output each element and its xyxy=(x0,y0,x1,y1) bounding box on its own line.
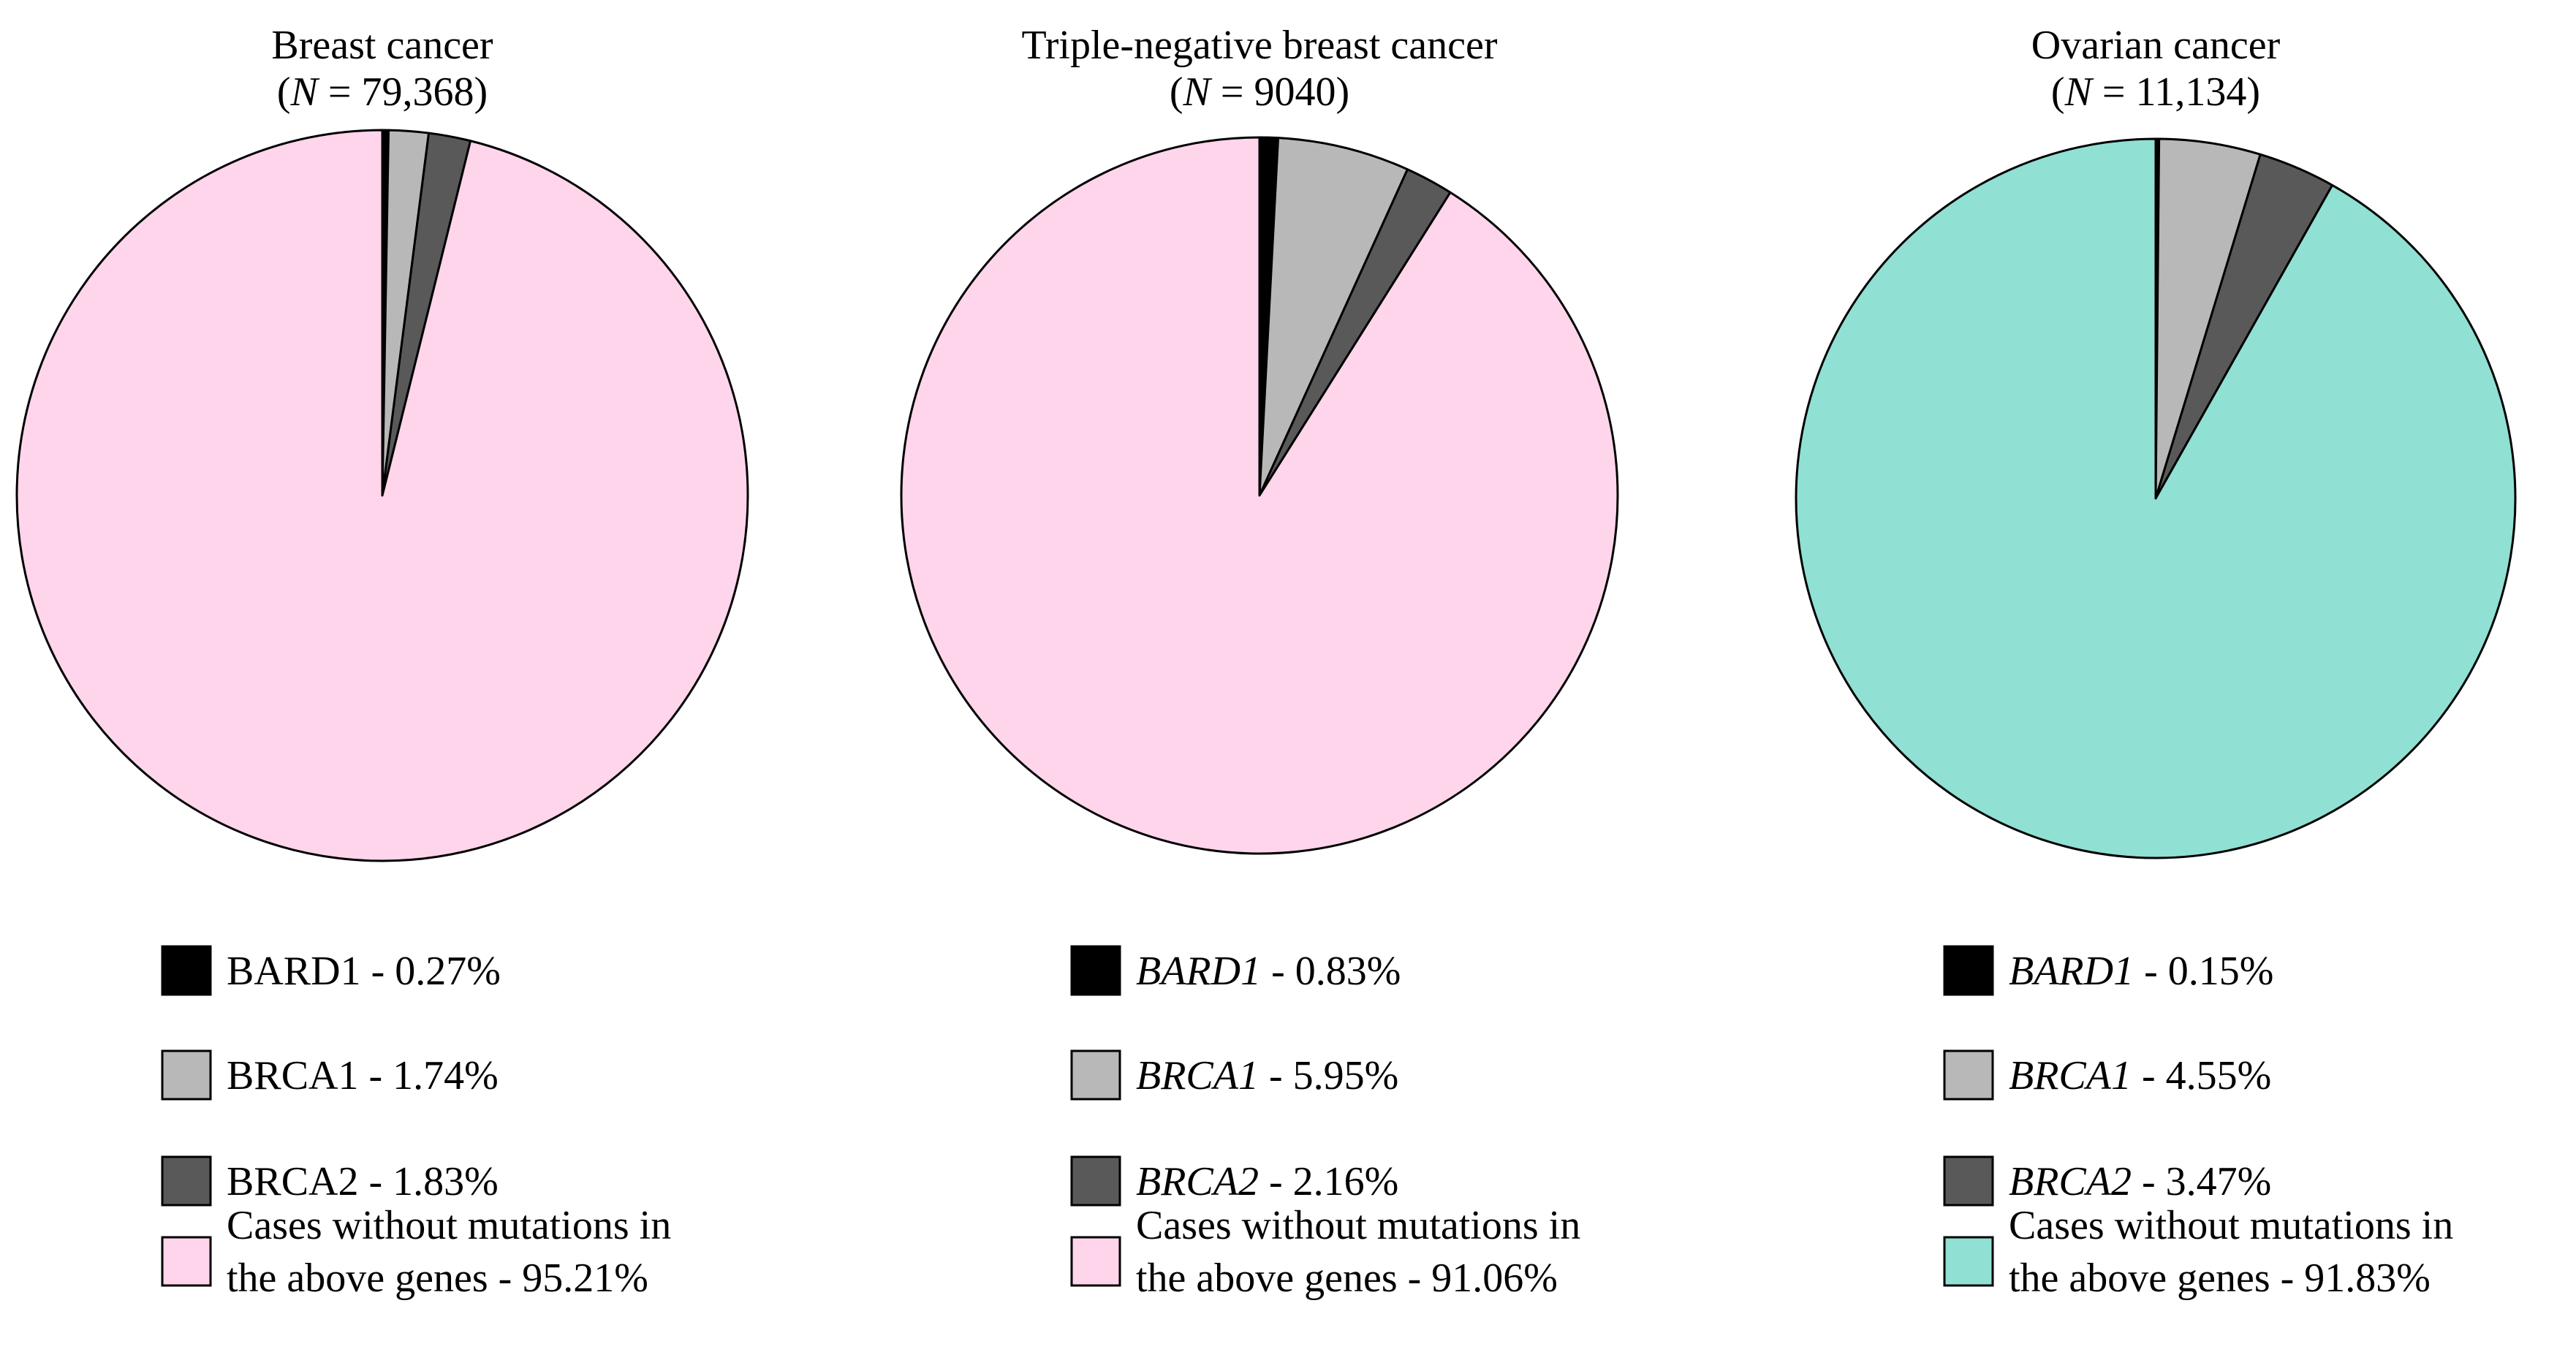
chart-title: Breast cancer xyxy=(271,23,493,68)
legend-swatch-cases-without-mutations-in-the-above-genes xyxy=(161,1236,212,1287)
legend-swatch-bard1 xyxy=(161,945,212,996)
chart-legend: BARD1 - 0.15% BRCA1 - 4.55% BRCA2 - 3.47%C… xyxy=(1943,945,2453,1301)
legend-swatch-brca1 xyxy=(161,1049,212,1101)
legend-label-no-mutations-line-1: Cases without mutations in xyxy=(2009,1203,2453,1248)
chart-sample-size: (N = 9040) xyxy=(1170,69,1349,115)
pie-slice-cases-without-mutations-in-the-above-genes xyxy=(900,136,1619,855)
chart-title: Triple-negative breast cancer xyxy=(1022,23,1498,68)
chart-sample-size: (N = 79,368) xyxy=(277,69,488,115)
legend-swatch-brca2 xyxy=(1943,1155,1994,1207)
legend-label-brca1: BRCA1 - 1.74% xyxy=(227,1053,499,1098)
legend-label-brca2: BRCA2 - 1.83% xyxy=(227,1159,499,1204)
legend-label-no-mutations-line-2: the above genes - 91.06% xyxy=(1136,1256,1558,1301)
legend-label-brca2: BRCA2 - 3.47% xyxy=(2009,1159,2271,1204)
pie-slice-cases-without-mutations-in-the-above-genes xyxy=(15,129,749,862)
legend-swatch-bard1 xyxy=(1070,945,1121,996)
pie-chart-1: Breast cancer(N = 79,368) BARD1 - 0.27% BR… xyxy=(15,23,749,1301)
legend-label-no-mutations-line-1: Cases without mutations in xyxy=(1136,1203,1580,1248)
legend-swatch-cases-without-mutations-in-the-above-genes xyxy=(1070,1236,1121,1287)
chart-legend: BARD1 - 0.83% BRCA1 - 5.95% BRCA2 - 2.16%C… xyxy=(1070,945,1580,1301)
legend-label-bard1: BARD1 - 0.27% xyxy=(227,949,501,994)
chart-legend: BARD1 - 0.27% BRCA1 - 1.74% BRCA2 - 1.83%C… xyxy=(161,945,671,1301)
legend-swatch-brca2 xyxy=(1070,1155,1121,1207)
legend-label-no-mutations-line-2: the above genes - 91.83% xyxy=(2009,1256,2431,1301)
chart-title: Ovarian cancer xyxy=(2031,23,2281,68)
legend-swatch-brca1 xyxy=(1943,1049,1994,1101)
legend-label-no-mutations-line-1: Cases without mutations in xyxy=(227,1203,671,1248)
legend-label-brca1: BRCA1 - 4.55% xyxy=(2009,1053,2271,1098)
pie-slice-brca1 xyxy=(1258,137,1409,497)
legend-swatch-bard1 xyxy=(1943,945,1994,996)
legend-swatch-cases-without-mutations-in-the-above-genes xyxy=(1943,1236,1994,1287)
pie-chart-2: Triple-negative breast cancer(N = 9040) B… xyxy=(900,23,1619,1301)
pie-slice-cases-without-mutations-in-the-above-genes xyxy=(1795,137,2517,859)
legend-label-bard1: BARD1 - 0.83% xyxy=(1136,949,1401,994)
legend-label-brca1: BRCA1 - 5.95% xyxy=(1136,1053,1398,1098)
legend-label-bard1: BARD1 - 0.15% xyxy=(2009,949,2273,994)
pie-chart-3: Ovarian cancer(N = 11,134)BARD1 - 0.15%B… xyxy=(1795,23,2517,1301)
legend-swatch-brca2 xyxy=(161,1155,212,1207)
chart-sample-size: (N = 11,134) xyxy=(2051,69,2260,115)
legend-swatch-brca1 xyxy=(1070,1049,1121,1101)
legend-label-brca2: BRCA2 - 2.16% xyxy=(1136,1159,1398,1204)
legend-label-no-mutations-line-2: the above genes - 95.21% xyxy=(227,1256,648,1301)
